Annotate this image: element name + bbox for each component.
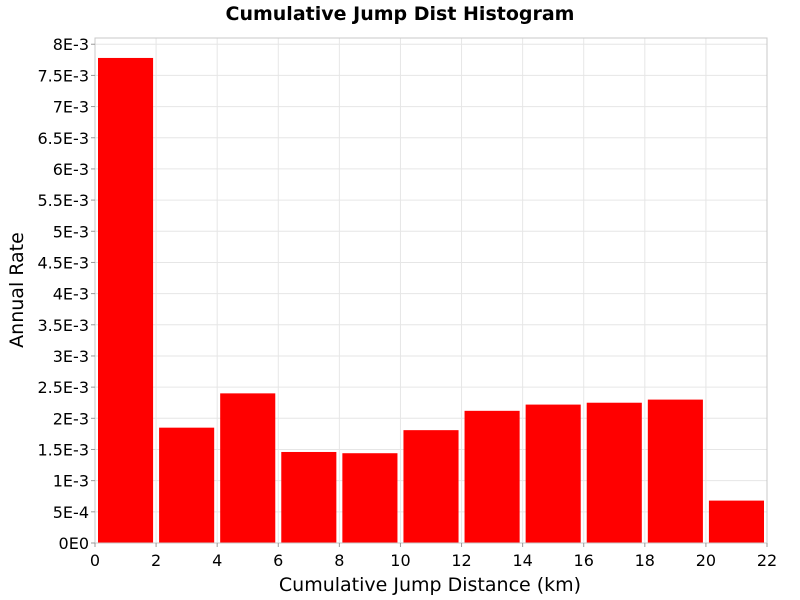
x-tick-label: 20 xyxy=(696,551,716,570)
histogram-bar xyxy=(281,451,337,543)
y-tick-label: 1.5E-3 xyxy=(37,440,89,459)
x-tick-label: 2 xyxy=(151,551,161,570)
histogram-bar xyxy=(159,427,215,543)
x-axis: 0 2 4 6 8 10 12 14 16 18 20 22 xyxy=(90,543,777,570)
y-tick-label: 4E-3 xyxy=(53,285,89,304)
y-tick-label: 3.5E-3 xyxy=(37,316,89,335)
histogram-bar xyxy=(708,500,764,543)
y-tick-label: 2.5E-3 xyxy=(37,378,89,397)
x-tick-label: 6 xyxy=(273,551,283,570)
y-tick-label: 5E-3 xyxy=(53,222,89,241)
histogram-bar xyxy=(586,402,642,543)
histogram-bar xyxy=(342,453,398,543)
y-tick-label: 5.5E-3 xyxy=(37,191,89,210)
x-tick-label: 14 xyxy=(512,551,532,570)
x-axis-label: Cumulative Jump Distance (km) xyxy=(279,574,581,596)
histogram-bar xyxy=(647,399,703,543)
histogram-bar xyxy=(525,404,581,543)
y-tick-label: 6E-3 xyxy=(53,160,89,179)
y-tick-label: 0E0 xyxy=(59,534,89,553)
bars xyxy=(98,57,764,543)
y-axis: 0E0 5E-4 1E-3 1.5E-3 2E-3 2.5E-3 3E-3 3.5E-3 4E-… xyxy=(37,35,95,553)
x-tick-label: 12 xyxy=(451,551,471,570)
x-tick-label: 0 xyxy=(90,551,100,570)
y-tick-label: 4.5E-3 xyxy=(37,253,89,272)
y-axis-label: Annual Rate xyxy=(6,232,28,348)
y-tick-label: 6.5E-3 xyxy=(37,129,89,148)
y-tick-label: 1E-3 xyxy=(53,472,89,491)
x-tick-label: 22 xyxy=(757,551,777,570)
x-tick-label: 8 xyxy=(334,551,344,570)
y-tick-label: 7.5E-3 xyxy=(37,66,89,85)
plot-frame xyxy=(94,37,768,544)
y-tick-label: 7E-3 xyxy=(53,98,89,117)
histogram-bar xyxy=(220,393,276,543)
y-tick-label: 2E-3 xyxy=(53,409,89,428)
chart-title: Cumulative Jump Dist Histogram xyxy=(226,3,575,25)
x-tick-label: 4 xyxy=(212,551,222,570)
y-tick-label: 5E-4 xyxy=(53,503,89,522)
x-tick-label: 10 xyxy=(390,551,410,570)
x-tick-label: 18 xyxy=(635,551,655,570)
histogram-bar xyxy=(403,430,459,543)
histogram-bar xyxy=(98,57,154,543)
y-tick-label: 3E-3 xyxy=(53,347,89,366)
x-tick-label: 16 xyxy=(574,551,594,570)
histogram-bar xyxy=(464,410,520,543)
y-tick-label: 8E-3 xyxy=(53,35,89,54)
